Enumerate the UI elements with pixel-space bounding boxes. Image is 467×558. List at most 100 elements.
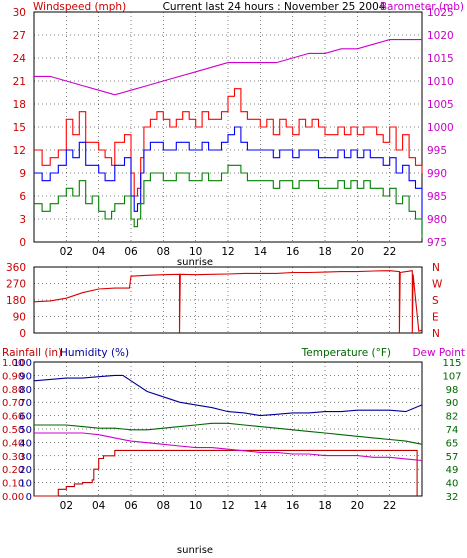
barometer-tick-label: 975 bbox=[427, 237, 447, 249]
humidity-tick-label: 20 bbox=[19, 465, 32, 476]
rain-tick-label: 0.70 bbox=[2, 398, 24, 409]
temperature-tick-label: 65 bbox=[446, 438, 459, 449]
wind-left-tick-label: 15 bbox=[13, 122, 26, 134]
climate-x-tick-label: 04 bbox=[92, 500, 106, 512]
wind-chart-title: Current last 24 hours : November 25 2004 bbox=[163, 1, 386, 13]
direction-left-tick-label: 180 bbox=[6, 295, 26, 307]
temperature-series-line bbox=[34, 422, 423, 445]
wind-x-tick-label: 08 bbox=[157, 246, 170, 258]
wind-x-tick-label: 18 bbox=[318, 246, 331, 258]
temperature-tick-label: 40 bbox=[446, 479, 459, 490]
climate-x-tick-label: 08 bbox=[157, 500, 170, 512]
barometer-series-line bbox=[34, 39, 422, 96]
rain-tick-label: 0.30 bbox=[2, 452, 24, 463]
humidity-tick-label: 50 bbox=[19, 425, 32, 436]
wind-x-tick-label: 12 bbox=[221, 246, 234, 258]
humidity-tick-label: 60 bbox=[19, 412, 32, 423]
humidity-tick-label: 30 bbox=[19, 452, 32, 463]
humidity-tick-label: 40 bbox=[19, 438, 32, 449]
wind-left-tick-label: 18 bbox=[13, 99, 26, 111]
humidity-tick-label: 100 bbox=[13, 358, 32, 369]
rainfall-series-line bbox=[34, 449, 418, 497]
rain-tick-label: 0.60 bbox=[2, 412, 24, 423]
climate-x-tick-label: 18 bbox=[318, 500, 331, 512]
barometer-tick-label: 980 bbox=[427, 214, 447, 226]
rain-tick-label: 0.80 bbox=[2, 385, 24, 396]
temperature-tick-label: 57 bbox=[446, 452, 459, 463]
barometer-tick-label: 1000 bbox=[427, 122, 454, 134]
rain-tick-label: 0.50 bbox=[2, 425, 24, 436]
climate-chart-temp-axis-label: Temperature (°F) bbox=[301, 347, 391, 359]
wind-chart-right-axis-label: Barometer (mb) bbox=[380, 1, 464, 13]
humidity-series-line bbox=[33, 374, 423, 417]
wind-chart-left-axis-label: Windspeed (mph) bbox=[33, 1, 126, 13]
climate-chart-x-label: sunrise bbox=[177, 545, 213, 556]
climate-x-tick-label: 14 bbox=[254, 500, 268, 512]
wind-left-tick-label: 0 bbox=[19, 237, 26, 249]
wind-left-tick-label: 12 bbox=[13, 145, 26, 157]
wind-x-tick-label: 04 bbox=[92, 246, 106, 258]
climate-x-tick-label: 20 bbox=[351, 500, 364, 512]
humidity-tick-label: 90 bbox=[19, 371, 32, 382]
temperature-tick-label: 82 bbox=[446, 412, 459, 423]
wind-left-tick-label: 6 bbox=[19, 191, 26, 203]
rain-tick-label: 0.20 bbox=[2, 465, 24, 476]
wind-x-tick-label: 20 bbox=[351, 246, 364, 258]
humidity-tick-label: 80 bbox=[19, 385, 32, 396]
climate-x-tick-label: 06 bbox=[124, 500, 138, 512]
wind_direction-series-line bbox=[33, 270, 423, 334]
rain-tick-label: 0.90 bbox=[2, 371, 24, 382]
barometer-tick-label: 995 bbox=[427, 145, 447, 157]
barometer-tick-label: 1010 bbox=[427, 76, 454, 88]
temperature-tick-label: 107 bbox=[442, 371, 461, 382]
climate-chart-rain-axis-label: Rainfall (in) bbox=[2, 347, 62, 359]
barometer-tick-label: 1020 bbox=[427, 30, 454, 42]
rain-tick-label: 0.10 bbox=[2, 479, 24, 490]
temperature-tick-label: 49 bbox=[446, 465, 459, 476]
wind-chart: Windspeed (mph) Current last 24 hours : … bbox=[13, 1, 464, 268]
barometer-tick-label: 990 bbox=[427, 168, 447, 180]
rain-tick-label: 0.40 bbox=[2, 438, 24, 449]
temperature-tick-label: 74 bbox=[446, 425, 459, 436]
humidity-tick-label: 70 bbox=[19, 398, 32, 409]
climate-x-tick-label: 16 bbox=[286, 500, 300, 512]
wind-chart-x-label: sunrise bbox=[177, 257, 213, 268]
wind_max-series-line bbox=[34, 88, 423, 197]
direction-compass-label: N bbox=[432, 262, 440, 274]
temperature-tick-label: 32 bbox=[446, 492, 459, 503]
climate-chart: Rainfall (in) Humidity (%) Temperature (… bbox=[2, 347, 465, 556]
climate-chart-humidity-axis-label: Humidity (%) bbox=[60, 347, 129, 359]
wind-left-tick-label: 3 bbox=[19, 214, 26, 226]
direction-compass-label: W bbox=[432, 279, 443, 291]
direction-left-tick-label: 270 bbox=[6, 279, 26, 291]
direction-compass-label: S bbox=[432, 295, 439, 307]
climate-chart-dew-axis-label: Dew Point bbox=[412, 347, 465, 359]
wind-left-tick-label: 9 bbox=[19, 168, 26, 180]
barometer-tick-label: 985 bbox=[427, 191, 447, 203]
rain-tick-label: 1.00 bbox=[2, 358, 24, 369]
climate-x-tick-label: 02 bbox=[60, 500, 73, 512]
wind-x-tick-label: 02 bbox=[60, 246, 73, 258]
temperature-tick-label: 90 bbox=[446, 398, 459, 409]
wind-x-tick-label: 22 bbox=[383, 246, 396, 258]
dew_point-series-line bbox=[34, 432, 423, 462]
direction-left-tick-label: 0 bbox=[19, 328, 26, 340]
temperature-tick-label: 115 bbox=[442, 358, 461, 369]
climate-x-tick-label: 12 bbox=[221, 500, 234, 512]
wind-x-tick-label: 06 bbox=[124, 246, 138, 258]
wind_min-series-line bbox=[34, 164, 423, 239]
barometer-tick-label: 1005 bbox=[427, 99, 454, 111]
humidity-tick-label: 10 bbox=[19, 479, 32, 490]
wind-left-tick-label: 21 bbox=[13, 76, 26, 88]
direction-left-tick-label: 90 bbox=[13, 312, 26, 324]
wind-x-tick-label: 10 bbox=[189, 246, 202, 258]
wind-x-tick-label: 16 bbox=[286, 246, 300, 258]
temperature-tick-label: 98 bbox=[446, 385, 459, 396]
barometer-tick-label: 1025 bbox=[427, 7, 454, 19]
wind-left-tick-label: 27 bbox=[13, 30, 26, 42]
wind-left-tick-label: 30 bbox=[13, 7, 26, 19]
humidity-tick-label: 0 bbox=[26, 492, 32, 503]
rain-tick-label: 0.00 bbox=[2, 492, 24, 503]
